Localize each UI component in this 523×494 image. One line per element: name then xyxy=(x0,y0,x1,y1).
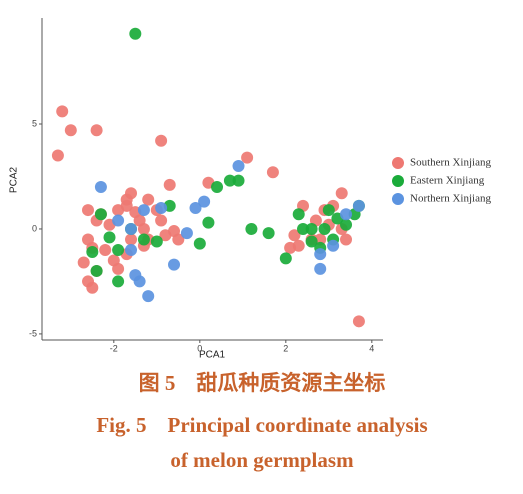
point xyxy=(322,204,335,217)
point xyxy=(82,204,95,217)
point xyxy=(340,208,353,221)
point xyxy=(125,233,138,246)
point xyxy=(129,269,142,282)
point xyxy=(56,105,69,118)
point xyxy=(142,290,155,303)
caption-en: Fig. 5 Principal coordinate analysis xyxy=(96,413,427,437)
point xyxy=(211,180,224,193)
point xyxy=(292,208,305,221)
point xyxy=(142,193,155,206)
point xyxy=(112,275,125,288)
point xyxy=(86,246,99,259)
point xyxy=(125,222,138,235)
point xyxy=(155,214,168,227)
point xyxy=(340,218,353,231)
point xyxy=(327,239,340,252)
point xyxy=(90,124,103,137)
x-tick-label: 2 xyxy=(283,343,288,353)
point xyxy=(125,243,138,256)
x-axis-title: PCA1 xyxy=(199,350,226,361)
point xyxy=(90,264,103,277)
x-tick-label: 0 xyxy=(197,343,202,353)
point xyxy=(189,201,202,214)
point xyxy=(137,204,150,217)
point xyxy=(314,248,327,261)
point xyxy=(150,235,163,248)
point xyxy=(202,216,215,229)
legend-marker xyxy=(392,157,404,169)
point xyxy=(297,222,310,235)
caption-cn: 图 5 甜瓜种质资源主坐标 xyxy=(139,371,386,395)
point xyxy=(86,281,99,294)
point xyxy=(129,27,142,40)
point xyxy=(318,222,331,235)
point xyxy=(314,262,327,275)
point xyxy=(245,222,258,235)
point xyxy=(51,149,64,162)
point xyxy=(172,233,185,246)
point xyxy=(352,315,365,328)
point xyxy=(223,174,236,187)
legend-label: Eastern Xinjiang xyxy=(410,175,485,187)
y-tick-label: 5 xyxy=(32,118,37,128)
point xyxy=(94,180,107,193)
point xyxy=(288,229,301,242)
caption-en: of melon germplasm xyxy=(170,448,354,472)
point xyxy=(232,159,245,172)
point xyxy=(305,235,318,248)
point xyxy=(155,201,168,214)
point xyxy=(94,208,107,221)
point xyxy=(137,233,150,246)
point xyxy=(163,178,176,191)
point xyxy=(193,237,206,250)
point xyxy=(340,233,353,246)
point xyxy=(352,199,365,212)
point xyxy=(262,227,275,240)
point xyxy=(64,124,77,137)
point xyxy=(168,258,181,271)
point xyxy=(120,199,133,212)
x-tick-label: 4 xyxy=(369,343,374,353)
legend-label: Northern Xinjiang xyxy=(410,193,491,205)
point xyxy=(112,243,125,256)
x-tick-label: -2 xyxy=(110,343,118,353)
point xyxy=(232,174,245,187)
point xyxy=(279,252,292,265)
y-axis-title: PCA2 xyxy=(9,167,20,194)
y-tick-label: -5 xyxy=(29,328,37,338)
point xyxy=(103,231,116,244)
y-tick-label: 0 xyxy=(32,223,37,233)
point xyxy=(305,222,318,235)
point xyxy=(155,134,168,147)
point xyxy=(107,254,120,267)
point xyxy=(137,222,150,235)
legend-marker xyxy=(392,193,404,205)
point xyxy=(112,214,125,227)
point xyxy=(284,241,297,254)
point xyxy=(241,151,254,164)
point xyxy=(266,166,279,179)
point xyxy=(198,195,211,208)
legend-marker xyxy=(392,175,404,187)
legend-label: Southern Xinjiang xyxy=(410,157,491,169)
point xyxy=(180,227,193,240)
point xyxy=(99,243,112,256)
point xyxy=(77,256,90,269)
point xyxy=(335,187,348,200)
